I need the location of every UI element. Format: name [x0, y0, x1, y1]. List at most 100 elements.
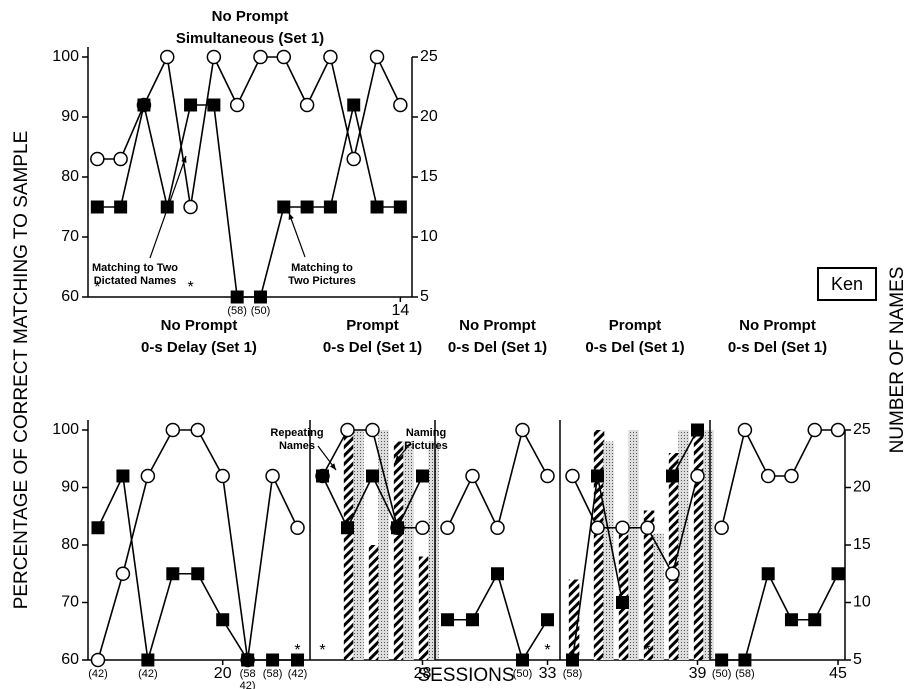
annotation: Repeating	[270, 427, 323, 439]
below-axis-note: (50)	[712, 668, 732, 680]
point-square	[316, 469, 329, 483]
series-line	[97, 429, 299, 661]
below-axis-note: (42)	[288, 668, 308, 680]
y2-tick-label: 5	[420, 288, 429, 305]
x-tick-label: 45	[829, 665, 847, 682]
panel-title: 0-s Del (Set 1)	[728, 339, 827, 356]
point-square	[691, 423, 704, 437]
below-axis-note: (42)	[88, 668, 108, 680]
y2-tick-label: 20	[853, 479, 871, 496]
point-square	[141, 653, 155, 667]
annotation-arrow	[149, 155, 187, 259]
point-square	[391, 521, 404, 535]
y2-tick-label: 5	[853, 651, 862, 668]
y-tick-label: 90	[61, 479, 79, 496]
point-square	[253, 290, 267, 304]
point-square	[266, 653, 280, 667]
bar	[703, 430, 714, 660]
y-axis-label: PERCENTAGE OF CORRECT MATCHING TO SAMPLE	[11, 131, 32, 610]
point-circle	[346, 151, 361, 167]
point-circle	[784, 468, 799, 484]
point-circle	[807, 422, 822, 438]
x-axis-label: SESSIONS	[417, 665, 514, 686]
tag-box	[817, 267, 877, 301]
point-square	[491, 567, 504, 581]
point-circle	[760, 468, 776, 484]
point-circle	[140, 468, 156, 484]
point-square	[761, 567, 775, 581]
point-circle	[190, 422, 206, 438]
point-circle	[265, 468, 280, 484]
series-line	[446, 427, 549, 531]
annotation: Matching to	[291, 262, 353, 274]
panel-title: Prompt	[609, 317, 662, 334]
bar	[668, 453, 680, 660]
point-square	[300, 200, 314, 214]
point-square	[715, 653, 729, 667]
point-square	[416, 469, 429, 483]
y-tick-label: 90	[61, 108, 79, 125]
point-square	[90, 200, 104, 214]
star-marker: *	[94, 279, 100, 296]
star-marker: *	[544, 642, 550, 659]
bar	[593, 430, 605, 660]
point-square	[666, 469, 679, 483]
below-axis-note: (58)	[227, 305, 247, 317]
point-square	[291, 653, 305, 667]
panel-title: Prompt	[346, 317, 399, 334]
below-axis-note: (50)	[251, 305, 271, 317]
bar	[378, 430, 389, 660]
point-square	[277, 200, 291, 214]
star-marker: *	[319, 642, 325, 659]
point-circle	[540, 468, 555, 484]
arrow-head	[181, 156, 187, 163]
point-circle	[440, 520, 455, 535]
point-square	[393, 200, 407, 214]
bar	[368, 545, 380, 660]
series-line	[97, 54, 402, 208]
panel-title: Simultaneous (Set 1)	[176, 30, 324, 47]
bar	[393, 441, 405, 660]
below-axis-note: 42)	[240, 680, 256, 689]
bar	[693, 430, 705, 660]
annotation: Matching to Two	[92, 262, 178, 274]
point-circle	[290, 520, 305, 535]
point-square	[207, 98, 221, 112]
point-square	[216, 613, 230, 627]
point-circle	[665, 566, 680, 581]
point-square	[466, 613, 479, 627]
arrow-head	[329, 463, 336, 470]
x-tick-label: 39	[689, 665, 707, 682]
bar	[678, 430, 689, 660]
annotation: Pictures	[404, 440, 447, 452]
series-line	[571, 475, 699, 576]
point-circle	[415, 520, 430, 535]
point-circle	[369, 49, 385, 65]
point-square	[441, 613, 454, 627]
point-circle	[183, 199, 198, 215]
point-circle	[160, 49, 175, 65]
panel-title: No Prompt	[212, 8, 289, 25]
y-tick-label: 80	[61, 536, 79, 553]
point-square	[230, 290, 244, 304]
y-tick-label: 80	[61, 168, 79, 185]
panel-title: No Prompt	[161, 317, 238, 334]
y-tick-label: 60	[61, 288, 79, 305]
panel-title: No Prompt	[739, 317, 816, 334]
point-square	[808, 613, 822, 627]
point-circle	[115, 566, 131, 581]
point-square	[323, 200, 337, 214]
point-circle	[90, 652, 106, 668]
point-circle	[640, 520, 655, 535]
y2-tick-label: 20	[420, 108, 438, 125]
y-tick-label: 100	[52, 48, 79, 65]
arrow-head	[288, 213, 294, 220]
point-circle	[590, 520, 605, 535]
point-circle	[393, 97, 408, 113]
point-circle	[113, 151, 128, 167]
point-square	[616, 596, 629, 609]
bar	[428, 441, 439, 660]
point-square	[166, 567, 180, 581]
point-circle	[340, 422, 355, 438]
